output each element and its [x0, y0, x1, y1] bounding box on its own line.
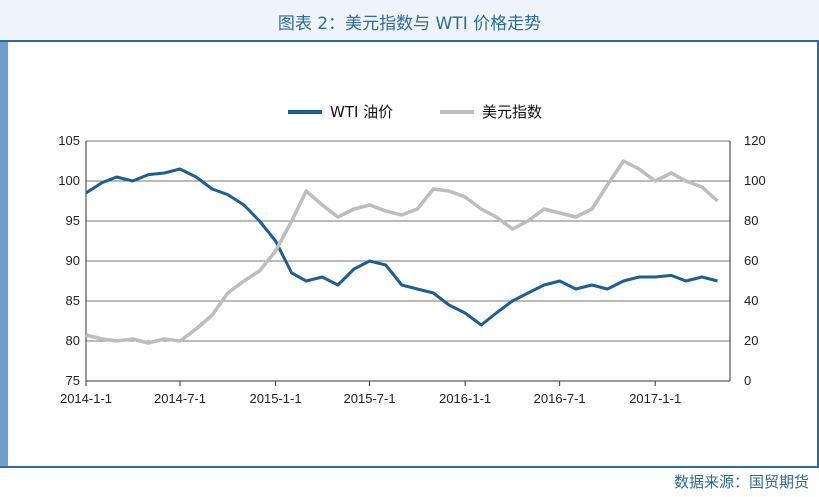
x-tick-label: 2015-7-1: [344, 391, 396, 406]
y-right-tick-label: 120: [744, 133, 766, 148]
series-group: [85, 159, 719, 345]
wti-series-line: [85, 167, 718, 327]
y-right-tick-label: 40: [744, 293, 758, 308]
y-left-tick-label: 100: [58, 173, 80, 188]
chart-title: 图表 2：美元指数与 WTI 价格走势: [277, 14, 542, 34]
title-bar: 图表 2：美元指数与 WTI 价格走势: [0, 0, 819, 42]
x-tick-label: 2016-1-1: [439, 391, 491, 406]
legend: WTI 油价 美元指数: [288, 103, 542, 121]
y-right-tick-label: 20: [744, 333, 758, 348]
y-left-tick-label: 90: [66, 253, 80, 268]
source-note: 数据来源：国贸期货: [673, 473, 809, 491]
x-tick-label: 2014-1-1: [60, 391, 112, 406]
y-left-tick-label: 105: [58, 133, 80, 148]
legend-label-usd: 美元指数: [482, 103, 542, 121]
y-left-tick-label: 75: [66, 373, 80, 388]
x-tick-label: 2014-7-1: [154, 391, 206, 406]
y-left-tick-label: 95: [66, 213, 80, 228]
axes: 75 80 85 90 95 100 105 0 20 40 60 80 100 120 2014-1-1 2…: [58, 133, 765, 406]
left-accent-bar: [0, 42, 8, 466]
legend-label-wti: WTI 油价: [330, 103, 393, 121]
bottom-border: [0, 466, 819, 468]
grid-lines: [86, 140, 730, 382]
x-tick-label: 2015-1-1: [250, 391, 302, 406]
y-right-tick-label: 80: [744, 213, 758, 228]
y-right-tick-label: 60: [744, 253, 758, 268]
y-right-tick-label: 100: [744, 173, 766, 188]
y-left-tick-label: 85: [66, 293, 80, 308]
right-border: [817, 42, 819, 466]
x-tick-label: 2016-7-1: [534, 391, 586, 406]
x-tick-label: 2017-1-1: [629, 391, 681, 406]
y-left-tick-label: 80: [66, 333, 80, 348]
y-right-tick-label: 0: [744, 373, 751, 388]
usd-index-series-line: [85, 159, 719, 345]
